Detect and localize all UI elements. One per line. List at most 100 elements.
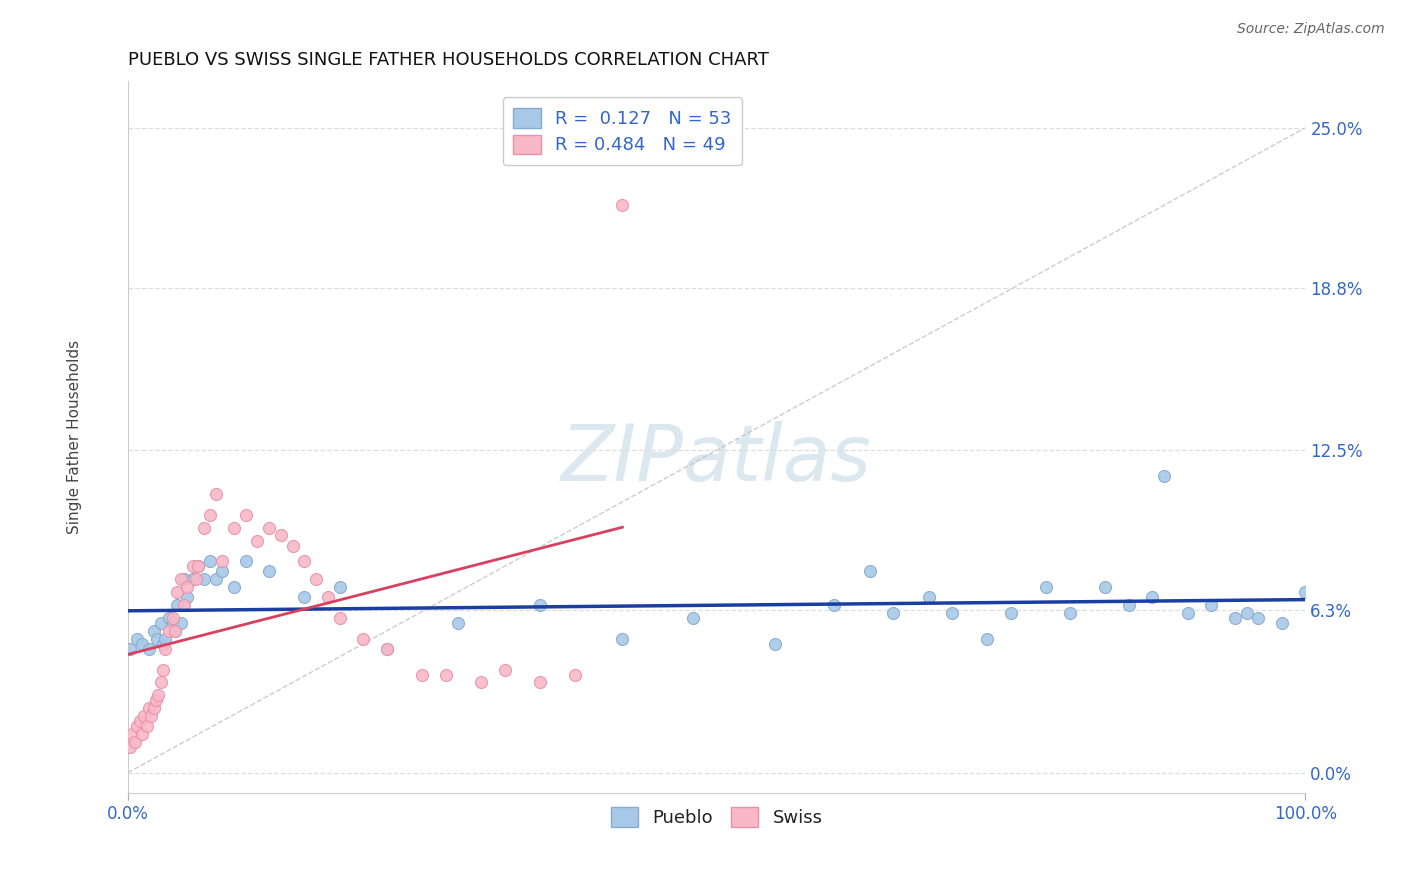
Point [1177,606,1199,620]
Point [187,559,209,574]
Point [1153,469,1175,483]
Point [294,591,316,605]
Point [1294,585,1316,599]
Point [152,663,174,677]
Point [131,727,153,741]
Point [157,611,180,625]
Text: Single Father Households: Single Father Households [67,340,83,534]
Point [193,572,215,586]
Legend: Pueblo, Swiss: Pueblo, Swiss [603,800,830,834]
Point [281,539,304,553]
Point [882,606,904,620]
Point [162,611,184,625]
Point [184,572,207,586]
Point [564,667,586,681]
Point [173,598,195,612]
Point [222,521,245,535]
Point [176,591,198,605]
Point [170,572,193,586]
Point [329,611,352,625]
Point [1142,591,1164,605]
Point [138,701,160,715]
Point [529,675,551,690]
Point [120,641,142,656]
Point [193,521,215,535]
Point [131,637,153,651]
Point [375,641,398,656]
Point [181,559,204,574]
Point [1223,611,1246,625]
Point [612,632,634,646]
Point [859,565,882,579]
Point [121,727,143,741]
Point [200,508,222,522]
Point [181,572,204,586]
Point [170,616,193,631]
Point [148,689,170,703]
Point [1035,580,1057,594]
Point [152,637,174,651]
Point [157,624,180,638]
Point [211,554,233,568]
Point [127,632,149,646]
Point [200,554,222,568]
Point [163,624,186,638]
Point [187,559,209,574]
Point [1118,598,1140,612]
Point [173,572,195,586]
Point [941,606,963,620]
Point [166,598,188,612]
Point [127,719,149,733]
Text: Source: ZipAtlas.com: Source: ZipAtlas.com [1237,22,1385,37]
Point [135,719,157,733]
Point [120,739,142,754]
Point [155,641,177,656]
Point [211,565,233,579]
Point [823,598,845,612]
Point [128,714,150,728]
Point [765,637,787,651]
Point [146,632,169,646]
Point [316,591,339,605]
Point [166,585,188,599]
Point [142,624,165,638]
Point [270,528,292,542]
Text: ZIPatlas: ZIPatlas [561,421,872,497]
Point [163,624,186,638]
Point [141,709,163,723]
Point [222,580,245,594]
Point [149,675,172,690]
Point [124,735,146,749]
Point [375,641,398,656]
Point [205,487,228,501]
Point [1271,616,1294,631]
Point [1000,606,1022,620]
Point [329,580,352,594]
Point [682,611,704,625]
Point [176,580,198,594]
Point [149,616,172,631]
Point [411,667,433,681]
Point [494,663,516,677]
Point [1199,598,1222,612]
Point [1059,606,1081,620]
Point [1094,580,1116,594]
Point [976,632,998,646]
Point [155,632,177,646]
Point [257,565,280,579]
Point [257,521,280,535]
Point [446,616,468,631]
Point [235,508,257,522]
Point [1247,611,1270,625]
Point [162,616,184,631]
Point [142,701,165,715]
Point [612,198,634,212]
Point [205,572,228,586]
Point [246,533,269,548]
Point [917,591,939,605]
Point [235,554,257,568]
Point [352,632,374,646]
Point [470,675,492,690]
Point [145,693,167,707]
Point [305,572,328,586]
